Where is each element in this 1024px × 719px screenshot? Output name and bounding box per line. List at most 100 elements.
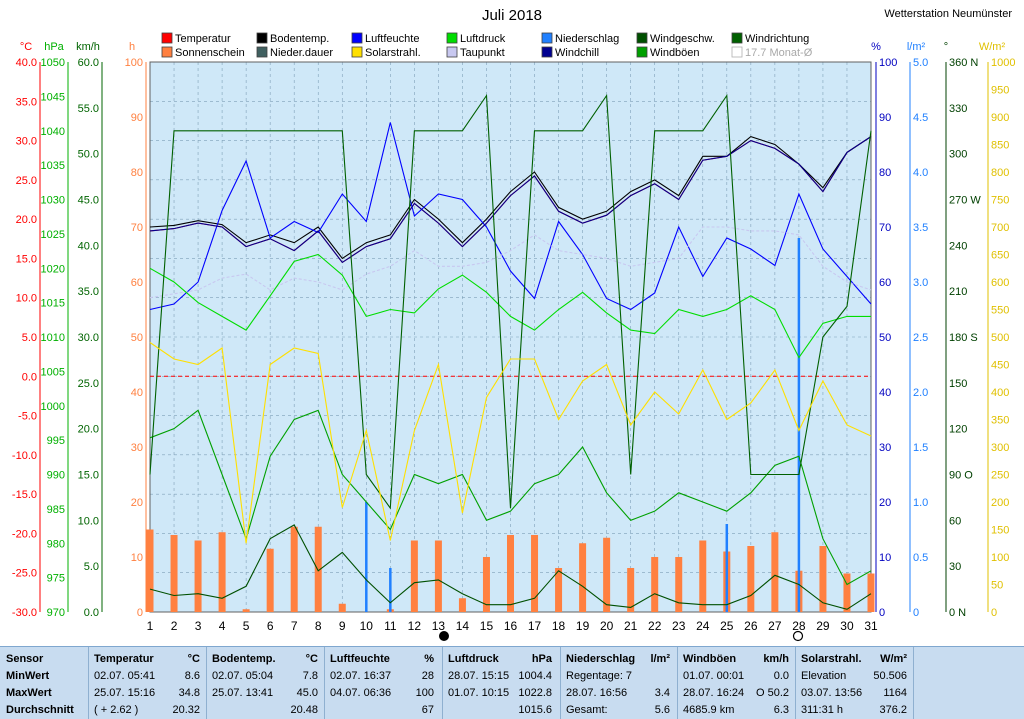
axis-tick-label: 1000 bbox=[41, 401, 65, 413]
axis-unit-label: °C bbox=[20, 41, 32, 53]
stats-cell: Regentage: 7 bbox=[566, 670, 633, 682]
bar-sonnenschein bbox=[146, 529, 154, 612]
bar-sonnenschein bbox=[242, 609, 250, 612]
stats-header: Temperatur bbox=[94, 653, 154, 665]
stats-value: 45.0 bbox=[296, 687, 318, 699]
axis-tick-label: 90 bbox=[879, 112, 891, 124]
stats-value: 6.3 bbox=[773, 704, 789, 716]
stats-header: Niederschlag bbox=[566, 653, 636, 665]
axis-tick-label: 100 bbox=[991, 552, 1009, 564]
legend-swatch bbox=[256, 32, 268, 44]
axis-tick-label: 750 bbox=[991, 195, 1009, 207]
stats-header: Bodentemp. bbox=[212, 653, 276, 665]
axis-tick-label: 45.0 bbox=[78, 195, 99, 207]
lines bbox=[149, 93, 872, 610]
stats-cell: 25.07. 15:16 bbox=[94, 687, 156, 699]
axis-tick-label: 40.0 bbox=[16, 57, 37, 69]
stats-row-label: MaxWert bbox=[6, 687, 52, 699]
legend-label: Windgeschw. bbox=[650, 33, 715, 45]
legend-label: Windrichtung bbox=[745, 33, 809, 45]
axis-tick-label: 250 bbox=[991, 470, 1009, 482]
bar-sonnenschein bbox=[867, 573, 875, 612]
x-tick-label: 1 bbox=[147, 619, 154, 633]
stats-cell: 01.07. 00:01 bbox=[683, 670, 745, 682]
stats-value: 28 bbox=[421, 670, 434, 682]
stats-windboeen: Windböen km/h 01.07. 00:01 0.0 28.07. 16:2… bbox=[683, 651, 789, 719]
axis-tick-label: 0 bbox=[879, 607, 885, 619]
legend-label: Sonnenschein bbox=[175, 47, 245, 59]
legend-swatch bbox=[351, 32, 363, 44]
stats-cell: Elevation bbox=[801, 670, 847, 682]
axis-tick-label: 995 bbox=[47, 435, 65, 447]
axis-tick-label: -10.0 bbox=[12, 450, 37, 462]
stats-cell: 311:31 h bbox=[801, 704, 844, 716]
bar-sonnenschein bbox=[579, 543, 587, 612]
axis-tick-label: 1.0 bbox=[913, 497, 928, 509]
axis-tick-label: 985 bbox=[47, 504, 65, 516]
legend-label: Windböen bbox=[650, 47, 700, 59]
stats-niederschlag: Niederschlag l/m² Regentage: 7 28.07. 16:… bbox=[566, 651, 670, 719]
axis-tick-label: 150 bbox=[949, 378, 967, 390]
axis-tick-label: 975 bbox=[47, 573, 65, 585]
series-line-luftfeuchte bbox=[149, 122, 872, 311]
axis-tick-label: 1025 bbox=[41, 229, 65, 241]
stats-value: 7.8 bbox=[302, 670, 318, 682]
axis-tick-label: 15.0 bbox=[78, 470, 99, 482]
axis-tick-label: 70 bbox=[879, 222, 891, 234]
stats-unit: °C bbox=[187, 653, 200, 665]
x-tick-label: 4 bbox=[219, 619, 226, 633]
bar-sonnenschein bbox=[627, 568, 635, 612]
x-tick-label: 31 bbox=[864, 619, 878, 633]
axis-tick-label: -25.0 bbox=[12, 568, 37, 580]
stats-unit: % bbox=[424, 653, 434, 665]
legend: Temperatur Bodentemp. Luftfeuchte Luftdruck… bbox=[161, 32, 813, 59]
stats-value: 8.6 bbox=[184, 670, 200, 682]
axis-tick-label: 400 bbox=[991, 387, 1009, 399]
axis-tick-label: 5.0 bbox=[913, 57, 928, 69]
stats-cell: ( + 2.62 ) bbox=[94, 704, 139, 716]
axis-tick-label: 20.0 bbox=[16, 214, 37, 226]
axis-tick-label: 990 bbox=[47, 470, 65, 482]
axis-tick-label: 0.5 bbox=[913, 552, 928, 564]
stats-header: Solarstrahl. bbox=[801, 653, 862, 665]
stats-header: Luftfeuchte bbox=[330, 653, 390, 665]
axis-tick-label: 20 bbox=[879, 497, 891, 509]
axis-tick-label: 1000 bbox=[991, 57, 1015, 69]
bar-sonnenschein bbox=[651, 557, 659, 612]
axis-tick-label: 25.0 bbox=[16, 175, 37, 187]
weather-chart: °C40.035.030.025.020.015.010.05.00.0-5.0… bbox=[12, 7, 1015, 642]
axis-tick-label: 700 bbox=[991, 222, 1009, 234]
stats-row-label: Durchschnitt bbox=[6, 704, 74, 716]
axis-tick-label: 40 bbox=[131, 387, 143, 399]
axis-unit-label: % bbox=[871, 41, 881, 53]
axis-tick-label: 1050 bbox=[41, 57, 65, 69]
stats-value: 3.4 bbox=[654, 687, 670, 699]
axis-tick-label: 300 bbox=[991, 442, 1009, 454]
axis-tick-label: 900 bbox=[991, 112, 1009, 124]
legend-label: Bodentemp. bbox=[270, 33, 329, 45]
axis-tick-label: 350 bbox=[991, 415, 1009, 427]
axis-unit-label: ° bbox=[944, 41, 948, 53]
legend-swatch bbox=[351, 46, 363, 58]
x-tick-label: 22 bbox=[648, 619, 662, 633]
x-tick-label: 11 bbox=[384, 619, 397, 633]
bar-sonnenschein bbox=[434, 540, 442, 612]
axis-tick-label: 0 bbox=[991, 607, 997, 619]
stats-cell: 4685.9 km bbox=[683, 704, 735, 716]
axis-tick-label: 30.0 bbox=[16, 136, 37, 148]
axis-tick-label: 60.0 bbox=[78, 57, 99, 69]
bar-sonnenschein bbox=[266, 548, 274, 612]
stats-value: 34.8 bbox=[178, 687, 200, 699]
axis-tick-label: 980 bbox=[47, 538, 65, 550]
stats-value: O 50.2 bbox=[755, 687, 789, 699]
axis-unit-label: h bbox=[129, 41, 135, 53]
x-tick-label: 27 bbox=[768, 619, 782, 633]
bar-sonnenschein bbox=[555, 568, 563, 612]
axis-tick-label: 60 bbox=[879, 277, 891, 289]
axis-tick-label: 1045 bbox=[41, 91, 65, 103]
legend-swatch bbox=[446, 46, 458, 58]
station-name: Wetterstation Neumünster bbox=[884, 8, 1012, 20]
stats-unit: °C bbox=[305, 653, 318, 665]
axis-tick-label: 4.0 bbox=[913, 167, 928, 179]
stats-value: 1015.6 bbox=[518, 704, 552, 716]
